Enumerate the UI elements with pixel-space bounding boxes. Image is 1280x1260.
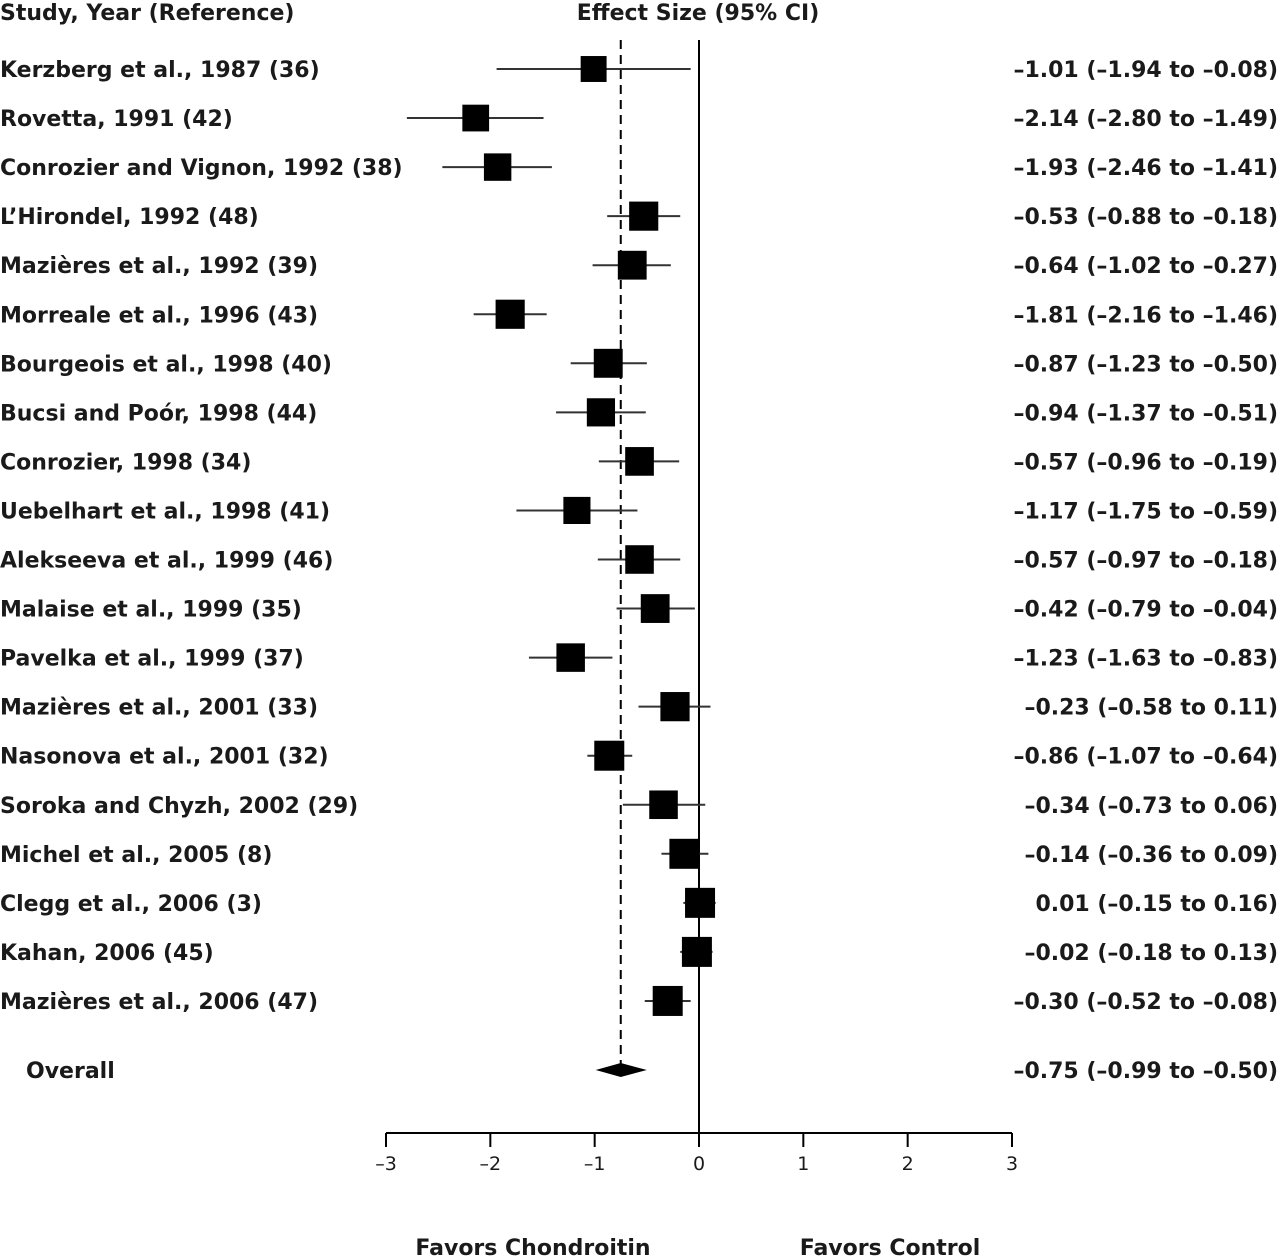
effect-marker: [685, 887, 716, 918]
effect-size-text: –0.87 (–1.23 to –0.50): [1013, 352, 1278, 377]
effect-marker: [593, 348, 623, 378]
study-rows: Kerzberg et al., 1987 (36) –1.01 (–1.94 t…: [0, 40, 1278, 1133]
effect-size-text: –0.14 (–0.36 to 0.09): [1024, 843, 1278, 868]
study-label: Mazières et al., 2006 (47): [0, 990, 318, 1015]
x-tick-label: 3: [1006, 1153, 1018, 1175]
effect-marker: [640, 594, 670, 623]
effect-size-text: –1.93 (–2.46 to –1.41): [1013, 156, 1278, 181]
effect-marker: [556, 643, 585, 672]
study-label: Clegg et al., 2006 (3): [0, 892, 262, 917]
effect-size-text: –1.17 (–1.75 to –0.59): [1013, 499, 1278, 524]
effect-size-text: –0.34 (–0.73 to 0.06): [1024, 794, 1278, 819]
effect-marker: [462, 104, 490, 132]
study-label: Mazières et al., 2001 (33): [0, 696, 318, 721]
favors-left-label: Favors Chondroitin: [415, 1236, 650, 1260]
study-label: Conrozier, 1998 (34): [0, 450, 251, 475]
effect-marker: [629, 201, 659, 231]
x-tick-label: –1: [584, 1153, 606, 1175]
x-axis: –3 –2 –1 0 1 2 3: [375, 1132, 1018, 1175]
effect-size-text: –0.23 (–0.58 to 0.11): [1024, 696, 1278, 721]
study-label: Kerzberg et al., 1987 (36): [0, 58, 320, 83]
effect-marker: [681, 936, 712, 967]
x-tick-label: 0: [693, 1153, 705, 1175]
effect-marker: [649, 790, 678, 820]
effect-marker: [669, 838, 700, 869]
study-label: Mazières et al., 1992 (39): [0, 254, 318, 279]
effect-size-text: –0.57 (–0.96 to –0.19): [1013, 450, 1278, 475]
overall-label: Overall: [26, 1059, 115, 1084]
effect-marker: [495, 299, 525, 329]
study-label: Uebelhart et al., 1998 (41): [0, 499, 330, 524]
study-label: Rovetta, 1991 (42): [0, 107, 233, 132]
effect-size-text: –0.42 (–0.79 to –0.04): [1013, 598, 1278, 623]
study-column-header: Study, Year (Reference): [0, 1, 294, 26]
x-tick-label: –2: [480, 1153, 502, 1175]
effect-size-text: –0.64 (–1.02 to –0.27): [1013, 254, 1278, 279]
effect-marker: [586, 398, 616, 427]
effect-size-text: –2.14 (–2.80 to –1.49): [1013, 107, 1278, 132]
effect-column-header: Effect Size (95% CI): [577, 1, 820, 26]
effect-size-text: –1.81 (–2.16 to –1.46): [1013, 303, 1278, 328]
study-label: L’Hirondel, 1992 (48): [0, 205, 259, 230]
study-label: Kahan, 2006 (45): [0, 941, 214, 966]
study-label: Nasonova et al., 2001 (32): [0, 745, 329, 770]
study-label: Alekseeva et al., 1999 (46): [0, 549, 333, 574]
effect-size-text: –1.01 (–1.94 to –0.08): [1013, 58, 1278, 83]
study-label: Bucsi and Poór, 1998 (44): [0, 401, 317, 426]
effect-marker: [580, 56, 607, 82]
study-label: Pavelka et al., 1999 (37): [0, 647, 304, 672]
x-tick-label: 1: [797, 1153, 809, 1175]
study-label: Bourgeois et al., 1998 (40): [0, 352, 332, 377]
effect-size-text: –0.30 (–0.52 to –0.08): [1013, 990, 1278, 1015]
effect-marker: [625, 545, 654, 574]
overall-effect-text: –0.75 (–0.99 to –0.50): [1013, 1059, 1278, 1084]
x-tick-label: –3: [375, 1153, 397, 1175]
effect-marker: [594, 740, 625, 771]
effect-size-text: –0.53 (–0.88 to –0.18): [1013, 205, 1278, 230]
effect-marker: [660, 692, 690, 722]
effect-size-text: –0.57 (–0.97 to –0.18): [1013, 549, 1278, 574]
study-label: Malaise et al., 1999 (35): [0, 598, 302, 623]
study-label: Conrozier and Vignon, 1992 (38): [0, 156, 403, 181]
effect-size-text: –1.23 (–1.63 to –0.83): [1013, 647, 1278, 672]
effect-marker: [625, 447, 654, 476]
effect-size-text: –0.94 (–1.37 to –0.51): [1013, 401, 1278, 426]
favors-right-label: Favors Control: [800, 1236, 981, 1260]
effect-marker: [483, 153, 512, 181]
effect-marker: [652, 985, 683, 1016]
effect-size-text: –0.02 (–0.18 to 0.13): [1024, 941, 1278, 966]
effect-size-text: –0.86 (–1.07 to –0.64): [1013, 745, 1278, 770]
overall-diamond: [595, 1063, 647, 1077]
study-label: Soroka and Chyzh, 2002 (29): [0, 794, 358, 819]
x-tick-label: 2: [902, 1153, 914, 1175]
effect-size-text: 0.01 (–0.15 to 0.16): [1035, 892, 1278, 917]
study-label: Morreale et al., 1996 (43): [0, 303, 318, 328]
study-label: Michel et al., 2005 (8): [0, 843, 272, 868]
effect-marker: [563, 496, 591, 525]
effect-marker: [617, 250, 647, 280]
